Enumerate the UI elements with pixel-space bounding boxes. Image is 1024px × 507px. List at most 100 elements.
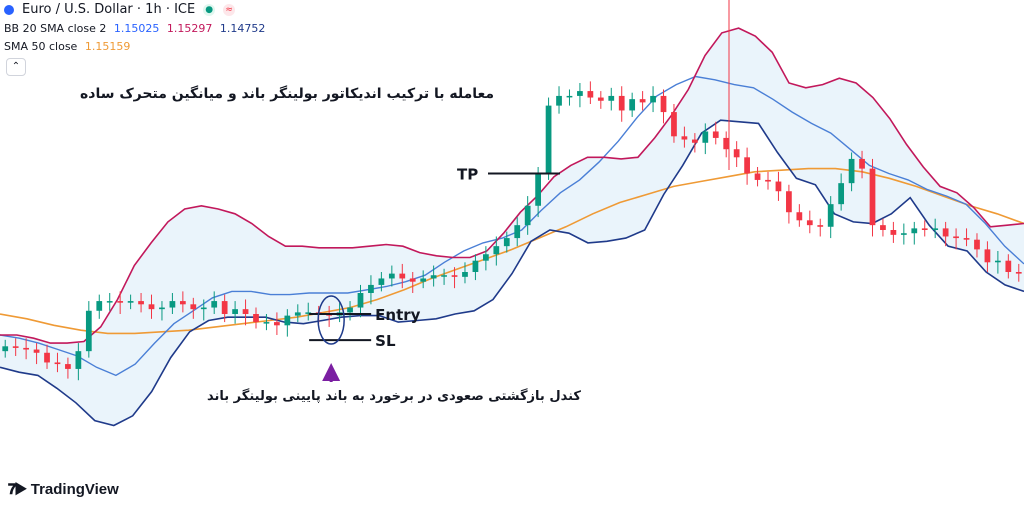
- candle: [242, 299, 249, 326]
- candle-body: [274, 322, 280, 326]
- candle: [399, 263, 406, 289]
- candle: [890, 221, 897, 243]
- tradingview-logo-icon: 𝟕▶: [8, 481, 28, 498]
- candle: [75, 343, 82, 381]
- tradingview-logo[interactable]: 𝟕▶ TradingView: [8, 481, 119, 498]
- candle-body: [869, 168, 876, 226]
- candle: [2, 339, 9, 358]
- candle: [765, 171, 771, 190]
- candle-body: [848, 158, 855, 184]
- candle-body: [900, 233, 907, 235]
- candle-body: [545, 105, 552, 174]
- candle-body: [441, 275, 447, 277]
- candle: [430, 265, 437, 287]
- candle: [744, 147, 750, 185]
- candle: [451, 267, 458, 289]
- candle: [420, 270, 427, 289]
- candle-body: [159, 307, 165, 310]
- candle-body: [660, 95, 667, 113]
- candle: [786, 184, 792, 224]
- candle-body: [127, 301, 134, 303]
- candle: [577, 83, 583, 108]
- candle-body: [357, 293, 364, 308]
- collapse-legend-button[interactable]: ⌃: [6, 58, 26, 76]
- candle: [409, 272, 416, 293]
- symbol-logo-icon: [4, 4, 14, 15]
- candle: [232, 301, 238, 324]
- candle-body: [702, 131, 709, 143]
- candle: [357, 284, 364, 318]
- candle-body: [284, 315, 291, 326]
- candle: [200, 299, 207, 321]
- candle-body: [608, 95, 615, 101]
- candle: [378, 272, 385, 292]
- candlesticks: [2, 81, 1022, 381]
- candle: [880, 218, 886, 237]
- candle: [127, 294, 134, 310]
- candle-body: [347, 307, 353, 313]
- candle: [712, 121, 719, 145]
- candle: [138, 293, 144, 313]
- candle: [963, 228, 970, 247]
- candle-body: [963, 238, 970, 240]
- candle-body: [723, 137, 730, 150]
- candle: [911, 221, 918, 245]
- candle-body: [712, 131, 719, 138]
- candle: [535, 167, 541, 218]
- candle-body: [775, 181, 782, 192]
- candle: [974, 233, 980, 258]
- candle: [691, 133, 698, 153]
- candle: [806, 210, 813, 234]
- candle: [117, 291, 124, 314]
- candle-body: [921, 228, 928, 230]
- candle-body: [733, 149, 740, 158]
- indicator-lines: [0, 27, 1024, 427]
- sma-legend[interactable]: SMA 50 close 1.15159: [4, 40, 134, 53]
- bb-lower-line: [0, 119, 1024, 427]
- candle-body: [639, 99, 646, 103]
- candle: [827, 196, 834, 239]
- candle: [587, 81, 594, 104]
- bb-basis-line: [0, 75, 1024, 377]
- candle-body: [368, 284, 374, 293]
- bollinger-legend[interactable]: BB 20 SMA close 2 1.15025 1.15297 1.1475…: [4, 22, 269, 35]
- candle-body: [169, 301, 176, 308]
- candle: [545, 97, 552, 180]
- candle-body: [681, 136, 688, 140]
- candle-body: [629, 99, 636, 111]
- candle: [921, 220, 928, 237]
- market-open-icon[interactable]: ●: [203, 3, 216, 16]
- candle-body: [524, 205, 531, 226]
- candle: [671, 104, 677, 143]
- candle: [639, 91, 646, 111]
- candle-body: [890, 230, 897, 235]
- sma-value: 1.15159: [84, 40, 131, 53]
- candle: [984, 241, 991, 272]
- candle: [733, 141, 740, 167]
- candle: [190, 297, 197, 319]
- candle-body: [1015, 272, 1022, 274]
- candle: [106, 293, 113, 311]
- candle: [723, 131, 730, 158]
- candle-body: [117, 301, 124, 303]
- candle: [12, 338, 19, 356]
- symbol-legend[interactable]: Euro / U.S. Dollar · 1h · ICE ● ≈: [4, 2, 239, 17]
- candle: [650, 86, 656, 113]
- data-delay-icon[interactable]: ≈: [223, 3, 236, 16]
- candle: [85, 301, 92, 358]
- chart-caption: معامله با ترکیب اندیکاتور بولینگر باند و…: [80, 86, 495, 102]
- candle: [702, 123, 709, 155]
- candle: [597, 91, 604, 109]
- candle-body: [44, 352, 50, 363]
- candle-body: [754, 173, 761, 180]
- candle-body: [671, 112, 677, 137]
- candle: [284, 309, 291, 337]
- candle-body: [85, 310, 92, 352]
- candle: [493, 236, 500, 266]
- trade-annotations: TP Entry SL: [309, 0, 730, 382]
- candle: [942, 221, 949, 247]
- bb-label: BB 20 SMA close 2: [4, 22, 107, 35]
- candle: [953, 228, 959, 250]
- candle-body: [566, 95, 573, 98]
